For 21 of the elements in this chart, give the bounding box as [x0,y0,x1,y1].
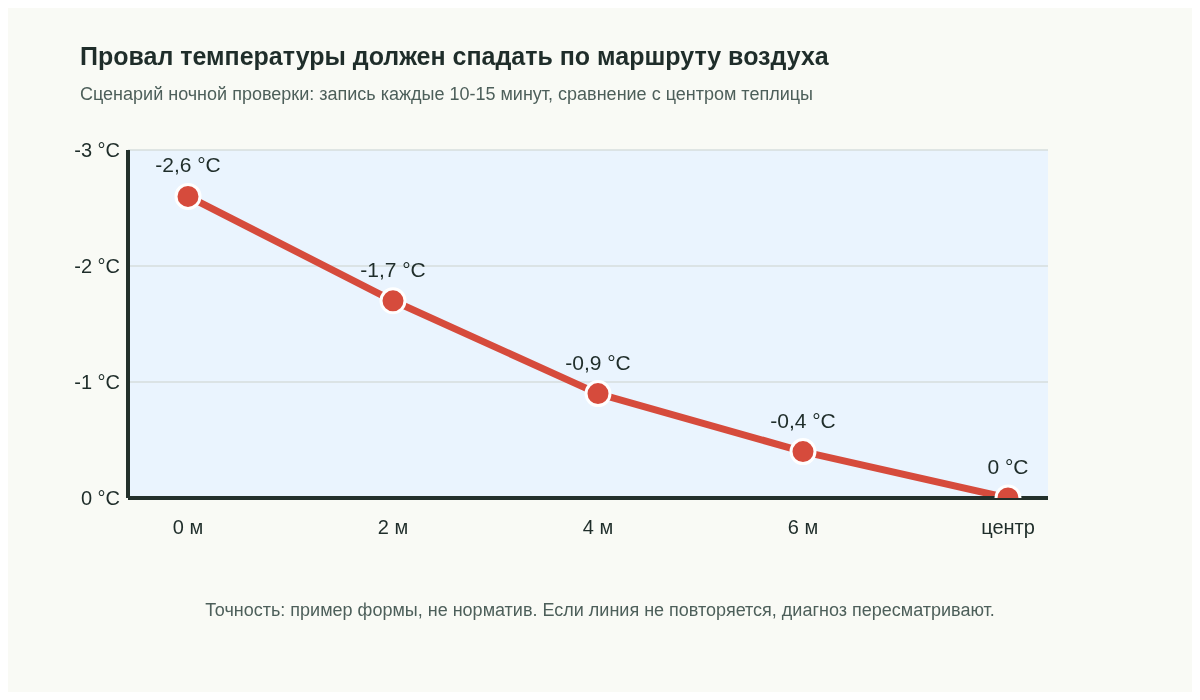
data-label: -0,4 °C [770,408,836,432]
point [584,380,612,408]
x-tick-label: 6 м [787,516,819,539]
y-tick-label: -1 °C [74,371,120,394]
x-tick-label: центр [981,516,1035,539]
data-label: 0 °C [987,455,1029,478]
y-tick-label: -3 °C [74,139,120,162]
chart-title: Провал температуры должен спадать по маршруту воздуха [80,42,829,71]
y-tick-label: 0 °C [80,487,120,510]
point [174,182,202,210]
y-tick-label: -2 °C [74,255,120,278]
x-tick-label: 0 м [172,516,204,539]
chart-subtitle: Сценарий ночной проверки: запись каждые 10-15 минут, сравнение с центром теплицы [80,84,813,105]
text: Точность: пример формы, не норматив. Если линия не повторяется, диагноз пересматривают. [204,600,996,621]
point [789,438,817,466]
data-label: -2,6 °C [155,153,221,177]
data-label: -1,7 °C [360,257,426,281]
x-tick-label: 4 м [582,516,614,539]
data-label: -0,9 °C [565,350,631,374]
x-tick-label: 2 м [377,516,409,539]
point [379,287,407,315]
